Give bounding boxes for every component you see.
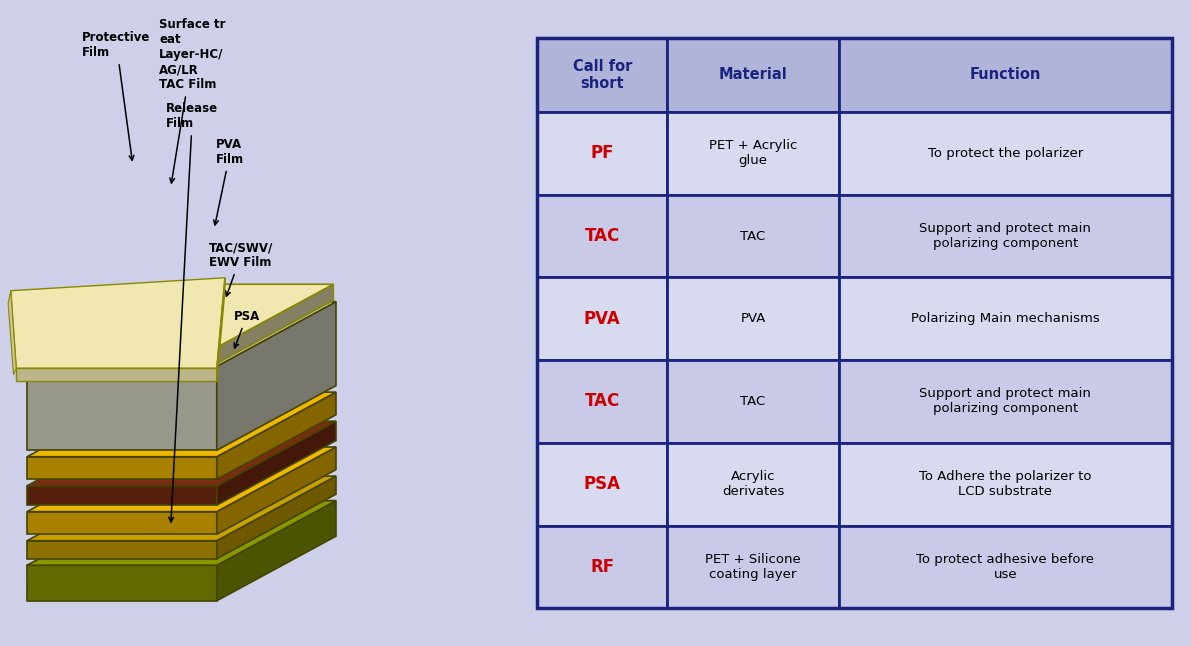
Bar [537, 443, 667, 526]
Text: To protect adhesive before
use: To protect adhesive before use [916, 553, 1095, 581]
Polygon shape [217, 302, 336, 450]
Polygon shape [27, 541, 217, 559]
Polygon shape [217, 501, 336, 601]
Polygon shape [27, 447, 336, 512]
Text: Release
Film: Release Film [167, 102, 218, 522]
Bar [838, 112, 1172, 194]
Polygon shape [214, 284, 333, 365]
Text: TAC: TAC [741, 229, 766, 243]
Polygon shape [17, 349, 214, 365]
Text: Support and protect main
polarizing component: Support and protect main polarizing comp… [919, 388, 1091, 415]
Text: TAC/SWV/
EWV Film: TAC/SWV/ EWV Film [210, 241, 273, 296]
Polygon shape [17, 368, 217, 381]
Text: PSA: PSA [584, 475, 621, 493]
Polygon shape [17, 284, 333, 349]
Polygon shape [217, 421, 336, 505]
Polygon shape [11, 278, 225, 368]
Bar [537, 360, 667, 443]
Polygon shape [27, 457, 217, 479]
Text: Material: Material [718, 67, 787, 83]
Bar [667, 526, 838, 609]
Polygon shape [27, 486, 217, 505]
Polygon shape [27, 512, 217, 534]
Text: PVA
Film: PVA Film [213, 138, 244, 225]
Text: PET + Silicone
coating layer: PET + Silicone coating layer [705, 553, 800, 581]
Text: PET + Acrylic
glue: PET + Acrylic glue [709, 140, 797, 167]
Bar [667, 360, 838, 443]
Text: TAC: TAC [585, 227, 621, 245]
Text: Call for
short: Call for short [573, 59, 632, 91]
Polygon shape [217, 476, 336, 559]
Bar [667, 277, 838, 360]
Polygon shape [27, 366, 217, 450]
Polygon shape [8, 291, 17, 375]
Text: RF: RF [591, 558, 615, 576]
Text: Polarizing Main mechanisms: Polarizing Main mechanisms [911, 312, 1099, 326]
Bar [838, 277, 1172, 360]
Text: To Adhere the polarizer to
LCD substrate: To Adhere the polarizer to LCD substrate [919, 470, 1091, 498]
Bar [838, 360, 1172, 443]
Bar [838, 194, 1172, 277]
Bar [838, 37, 1172, 112]
Text: Surface tr
eat
Layer-HC/
AG/LR
TAC Film: Surface tr eat Layer-HC/ AG/LR TAC Film [160, 18, 225, 183]
Text: Acrylic
derivates: Acrylic derivates [722, 470, 784, 498]
Bar [537, 194, 667, 277]
Bar [537, 112, 667, 194]
Bar [838, 526, 1172, 609]
Polygon shape [217, 278, 225, 381]
Text: Protective
Film: Protective Film [82, 31, 151, 160]
Polygon shape [27, 565, 217, 601]
Text: To protect the polarizer: To protect the polarizer [928, 147, 1083, 160]
Bar [537, 37, 667, 112]
Bar [537, 526, 667, 609]
Text: PVA: PVA [584, 310, 621, 328]
Text: PF: PF [591, 144, 615, 162]
Text: Support and protect main
polarizing component: Support and protect main polarizing comp… [919, 222, 1091, 250]
Text: Function: Function [969, 67, 1041, 83]
Bar [667, 37, 838, 112]
Polygon shape [27, 392, 336, 457]
Text: TAC: TAC [585, 393, 621, 410]
Polygon shape [27, 501, 336, 565]
Bar [667, 194, 838, 277]
Text: PSA: PSA [233, 310, 260, 348]
Polygon shape [27, 476, 336, 541]
Bar [667, 443, 838, 526]
Text: TAC: TAC [741, 395, 766, 408]
Text: PVA: PVA [741, 312, 766, 326]
Polygon shape [217, 392, 336, 479]
Polygon shape [217, 447, 336, 534]
Polygon shape [27, 421, 336, 486]
Bar [838, 443, 1172, 526]
Bar [667, 112, 838, 194]
Bar [537, 277, 667, 360]
Polygon shape [27, 302, 336, 366]
